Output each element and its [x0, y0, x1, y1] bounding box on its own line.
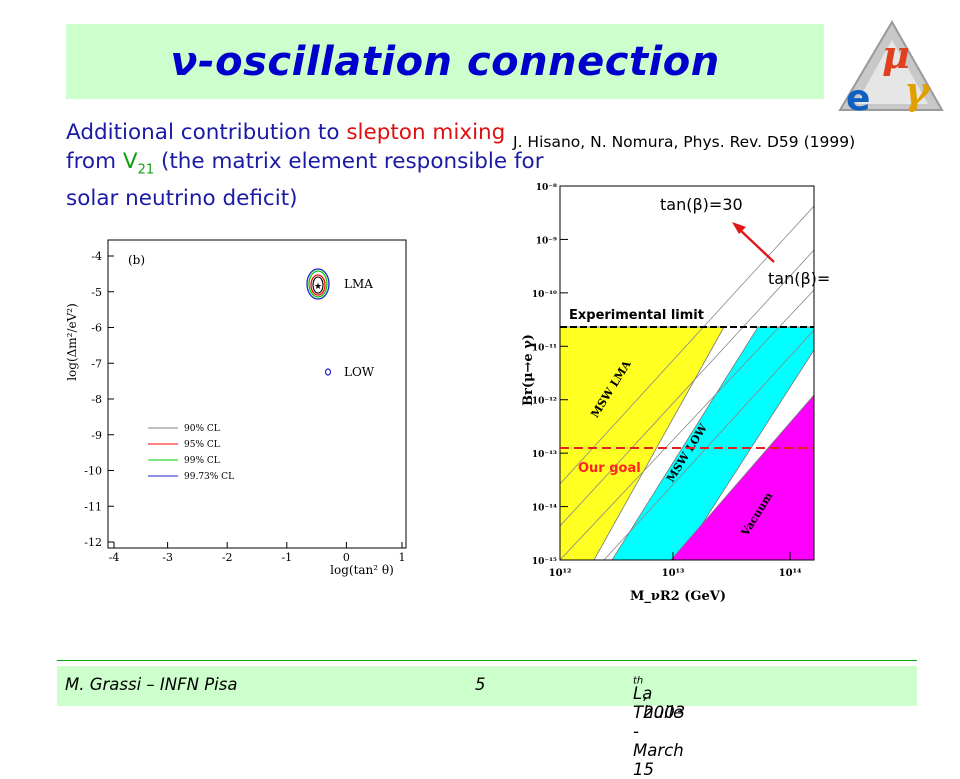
footer-divider — [57, 660, 917, 661]
x-tick-label: 10¹⁴ — [779, 568, 802, 579]
logo-mu-glyph: μ — [882, 32, 910, 77]
description-v21: V21 — [122, 149, 155, 178]
tan-beta-1-label: tan(β)=1 — [768, 269, 830, 288]
oscillation-legend: 90% CL 95% CL 99% CL 99.73% CL — [148, 424, 234, 482]
y-tick-label: -12 — [84, 536, 102, 549]
slide-title: ν-oscillation connection — [170, 38, 720, 85]
branching-ratio-ticks: 10¹² 10¹³ 10¹⁴ 10⁻⁸ 10⁻⁹ 10⁻¹⁰ 10⁻¹¹ 10⁻¹² 10⁻¹³… — [532, 183, 802, 579]
y-tick-label: -9 — [91, 429, 102, 442]
footer-page-number: 5 — [475, 675, 486, 694]
y-tick-label: 10⁻¹⁰ — [532, 290, 557, 300]
description-part2: from — [66, 149, 123, 174]
low-contour — [324, 368, 332, 376]
legend-label-99: 99% CL — [184, 456, 220, 466]
legend-label-99-73: 99.73% CL — [184, 472, 234, 482]
citation: J. Hisano, N. Nomura, Phys. Rev. D59 (19… — [513, 133, 856, 151]
tan-beta-arrowhead — [732, 222, 746, 234]
x-tick-label: -2 — [222, 551, 233, 564]
y-tick-label: -4 — [91, 250, 102, 263]
curve-tanb1-a — [560, 289, 814, 560]
meg-logo: μ e γ — [838, 20, 944, 113]
tan-beta-arrow — [737, 227, 775, 263]
branching-ratio-plot: 10¹² 10¹³ 10¹⁴ 10⁻⁸ 10⁻⁹ 10⁻¹⁰ 10⁻¹¹ 10⁻¹² 10⁻¹³… — [521, 183, 830, 604]
title-banner: ν-oscillation connection — [66, 24, 824, 99]
logo-gamma-glyph: γ — [904, 68, 931, 113]
footer-event-sup: th — [633, 675, 644, 687]
branching-ratio-xlabel: M_νR2 (GeV) — [630, 589, 726, 604]
description-part1: Additional contribution to — [66, 120, 347, 145]
tan-beta-30-label: tan(β)=30 — [660, 195, 743, 214]
branching-ratio-ylabel: Br(μ→e γ) — [521, 334, 536, 406]
oscillation-xlabel: log(tan² θ) — [330, 563, 394, 577]
y-tick-label: 10⁻¹² — [532, 397, 557, 407]
v21-main: V — [122, 149, 138, 174]
y-tick-label: 10⁻¹¹ — [532, 343, 557, 353]
y-tick-label: 10⁻¹⁴ — [532, 504, 557, 514]
curve-tanb30-b — [560, 249, 814, 527]
lma-best-fit-star: ★ — [314, 282, 322, 292]
x-tick-label: 10¹³ — [662, 568, 685, 579]
x-tick-label: -1 — [281, 551, 292, 564]
low-label: LOW — [344, 365, 375, 379]
x-tick-label: 10¹² — [549, 568, 572, 579]
panel-label: (b) — [128, 253, 145, 267]
footer-event-suffix: , 2003 — [643, 684, 686, 722]
legend-label-90: 90% CL — [184, 424, 220, 434]
description-slepton-mixing: slepton mixing — [346, 120, 506, 145]
curve-tanb1-b — [603, 329, 814, 560]
y-tick-label: -11 — [84, 500, 102, 513]
y-tick-label: -10 — [84, 465, 102, 478]
curve-tanb30-a — [560, 205, 814, 485]
logo-e-glyph: e — [846, 78, 870, 113]
y-tick-label: -6 — [91, 322, 102, 335]
footer-author: M. Grassi – INFN Pisa — [65, 675, 238, 694]
y-tick-label: 10⁻¹³ — [532, 450, 557, 460]
oscillation-plot-frame — [107, 239, 407, 549]
y-tick-label: -8 — [91, 393, 102, 406]
y-tick-label: -5 — [91, 286, 102, 299]
description-part3: (the matrix element responsible for sola… — [66, 149, 544, 212]
x-tick-label: -3 — [162, 551, 173, 564]
our-goal-label: Our goal — [578, 461, 641, 476]
y-tick-label: -7 — [91, 357, 102, 370]
oscillation-plot-ticks: -4 -3 -2 -1 0 1-4-5-6-7-8-9-10-11-12 — [84, 250, 405, 564]
lma-contour-95 — [310, 274, 326, 296]
legend-label-95: 95% CL — [184, 440, 220, 450]
oscillation-ylabel: log(Δm²/eV²) — [65, 303, 79, 381]
lma-contour-99-73 — [306, 268, 330, 300]
y-tick-label: 10⁻⁸ — [536, 183, 557, 193]
footer: M. Grassi – INFN Pisa 5 La Thuile - Marc… — [57, 666, 917, 779]
branching-ratio-frame — [559, 185, 815, 561]
y-tick-label: 10⁻¹⁵ — [532, 557, 557, 567]
band-vacuum — [670, 394, 814, 560]
branching-ratio-plot-area — [560, 186, 814, 560]
x-tick-label: 0 — [343, 551, 350, 564]
lma-contour-99 — [308, 270, 328, 298]
lma-contours: ★ — [306, 268, 330, 300]
band-msw-lma — [560, 326, 725, 560]
oscillation-plot: -4 -3 -2 -1 0 1-4-5-6-7-8-9-10-11-12 (b) log(… — [65, 239, 407, 577]
v21-subscript: 21 — [137, 162, 155, 178]
lma-label: LMA — [344, 277, 373, 291]
y-tick-label: 10⁻⁹ — [536, 236, 557, 246]
x-tick-label: 1 — [399, 551, 406, 564]
description-text: Additional contribution to slepton mixin… — [66, 118, 556, 213]
x-tick-label: -4 — [109, 551, 120, 564]
lma-contour-90 — [312, 276, 324, 294]
experimental-limit-label: Experimental limit — [569, 308, 704, 323]
